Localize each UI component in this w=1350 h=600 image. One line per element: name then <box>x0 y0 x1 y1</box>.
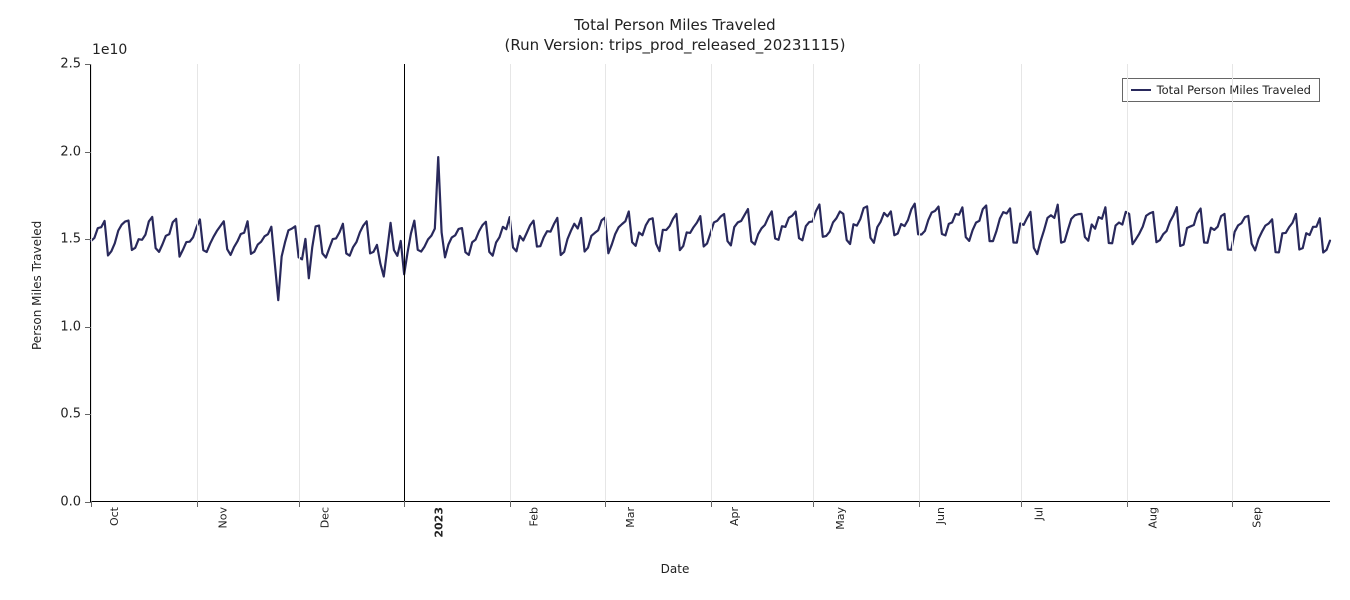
x-gridline <box>605 64 606 501</box>
x-gridline <box>919 64 920 501</box>
year-divider-line <box>404 64 405 501</box>
x-tick-label: Sep <box>1251 507 1264 528</box>
x-gridline <box>813 64 814 501</box>
x-tick-label: Oct <box>108 507 121 526</box>
legend: Total Person Miles Traveled <box>1122 78 1320 102</box>
x-tick-label: Mar <box>624 507 637 528</box>
x-gridline <box>1232 64 1233 501</box>
x-tick-mark <box>1232 501 1233 507</box>
x-tick-mark <box>813 501 814 507</box>
plot-area: Total Person Miles Traveled 0.00.51.01.5… <box>90 64 1330 502</box>
x-tick-label: May <box>834 507 847 530</box>
x-gridline <box>1021 64 1022 501</box>
x-tick-label: Aug <box>1146 507 1159 528</box>
x-tick-mark <box>197 501 198 507</box>
x-tick-mark <box>91 501 92 507</box>
x-tick-mark <box>605 501 606 507</box>
x-tick-mark <box>404 501 405 507</box>
chart-title-line2: (Run Version: trips_prod_released_202311… <box>0 36 1350 56</box>
legend-swatch <box>1131 89 1151 91</box>
chart-title-line1: Total Person Miles Traveled <box>0 16 1350 36</box>
x-tick-mark <box>1127 501 1128 507</box>
x-gridline <box>510 64 511 501</box>
x-axis-label: Date <box>0 562 1350 576</box>
x-gridline <box>91 64 92 501</box>
x-gridline <box>197 64 198 501</box>
x-tick-label: Dec <box>318 507 331 528</box>
x-tick-label: 2023 <box>433 507 446 538</box>
x-gridline <box>711 64 712 501</box>
x-tick-label: Apr <box>728 507 741 526</box>
x-tick-label: Jul <box>1032 507 1045 520</box>
x-tick-label: Jun <box>934 507 947 524</box>
legend-label: Total Person Miles Traveled <box>1157 83 1311 97</box>
chart-container: Total Person Miles Traveled (Run Version… <box>0 0 1350 600</box>
x-gridline <box>1127 64 1128 501</box>
y-axis-exponent: 1e10 <box>92 42 127 58</box>
chart-title: Total Person Miles Traveled (Run Version… <box>0 16 1350 55</box>
y-axis-label: Person Miles Traveled <box>30 221 44 350</box>
x-tick-label: Nov <box>216 507 229 528</box>
x-tick-mark <box>1021 501 1022 507</box>
x-tick-mark <box>299 501 300 507</box>
x-tick-label: Feb <box>527 507 540 526</box>
x-gridline <box>299 64 300 501</box>
x-tick-mark <box>510 501 511 507</box>
x-tick-mark <box>711 501 712 507</box>
x-tick-mark <box>919 501 920 507</box>
